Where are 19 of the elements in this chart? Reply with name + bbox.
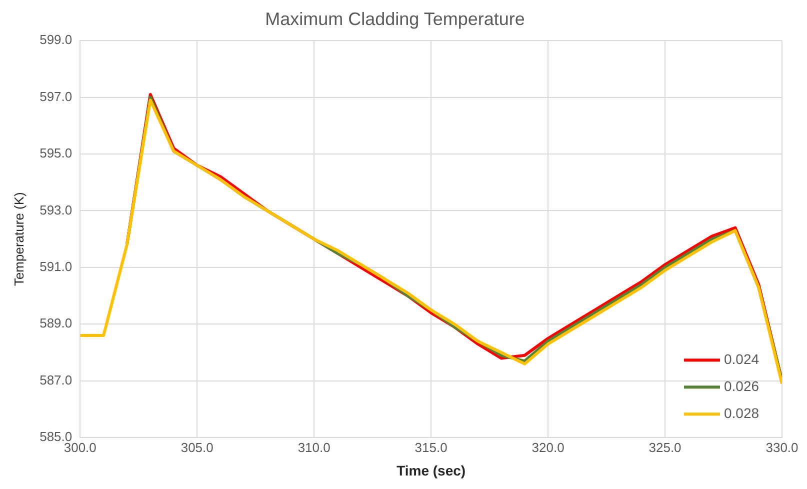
legend-label: 0.026 <box>724 378 760 394</box>
x-tick-label: 325.0 <box>648 440 682 455</box>
y-tick-label: 591.0 <box>40 259 72 274</box>
y-tick-label: 597.0 <box>40 88 72 104</box>
y-tick-label: 587.0 <box>40 372 72 388</box>
x-tick-label: 330.0 <box>766 440 798 455</box>
y-axis-title: Temperature (K) <box>11 192 26 286</box>
x-tick-label: 305.0 <box>180 440 214 455</box>
legend-label: 0.024 <box>724 350 760 367</box>
y-tick-label: 599.0 <box>40 32 72 48</box>
y-tick-label: 595.0 <box>40 146 72 161</box>
x-axis-title: Time (sec) <box>396 462 466 478</box>
y-tick-label: 593.0 <box>40 202 72 218</box>
x-tick-label: 310.0 <box>298 440 330 455</box>
y-tick-label: 589.0 <box>40 316 72 331</box>
chart-title: Maximum Cladding Temperature <box>265 8 525 29</box>
x-tick-label: 315.0 <box>414 440 448 455</box>
x-tick-label: 320.0 <box>532 440 564 455</box>
legend-label: 0.028 <box>724 404 760 421</box>
